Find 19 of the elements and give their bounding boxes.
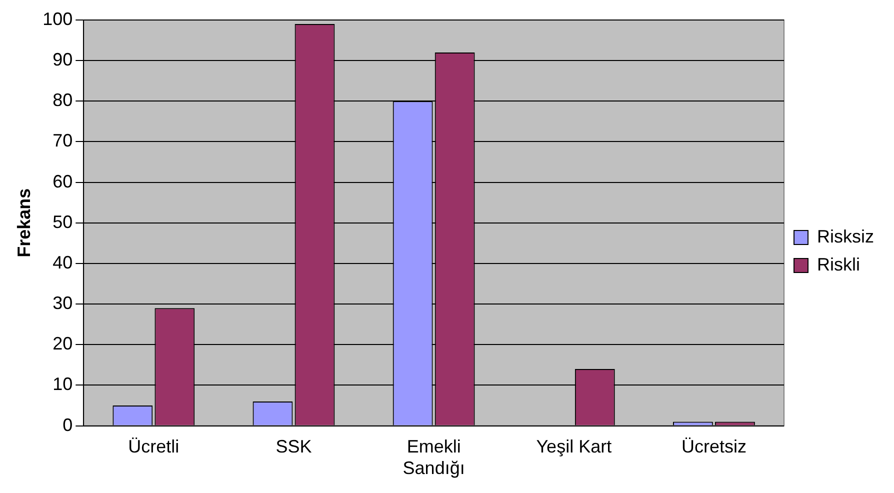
y-tick-label: 10	[52, 374, 73, 394]
y-tick-label: 0	[62, 414, 73, 435]
x-tick-label: Ücretsiz	[681, 436, 746, 457]
y-tick-label: 70	[52, 130, 73, 151]
x-tick-label: Ücretli	[128, 436, 180, 457]
legend-label: Risksiz	[817, 226, 874, 246]
x-tick-label: Yeşil Kart	[536, 436, 612, 457]
y-tick-label: 100	[42, 8, 73, 29]
y-tick-label: 80	[52, 90, 73, 110]
y-tick-label: 20	[52, 334, 73, 354]
x-tick-label: Emekli Sandığı	[402, 436, 465, 478]
y-tick-label: 50	[52, 212, 73, 232]
y-tick-label: 40	[52, 252, 73, 272]
y-tick-label: 90	[52, 50, 73, 70]
x-tick-label: SSK	[276, 436, 312, 457]
y-axis-title: Frekans	[14, 188, 34, 258]
legend-label: Riskli	[817, 254, 860, 274]
y-tick-label: 60	[52, 171, 73, 192]
y-tick-label: 30	[52, 293, 73, 314]
